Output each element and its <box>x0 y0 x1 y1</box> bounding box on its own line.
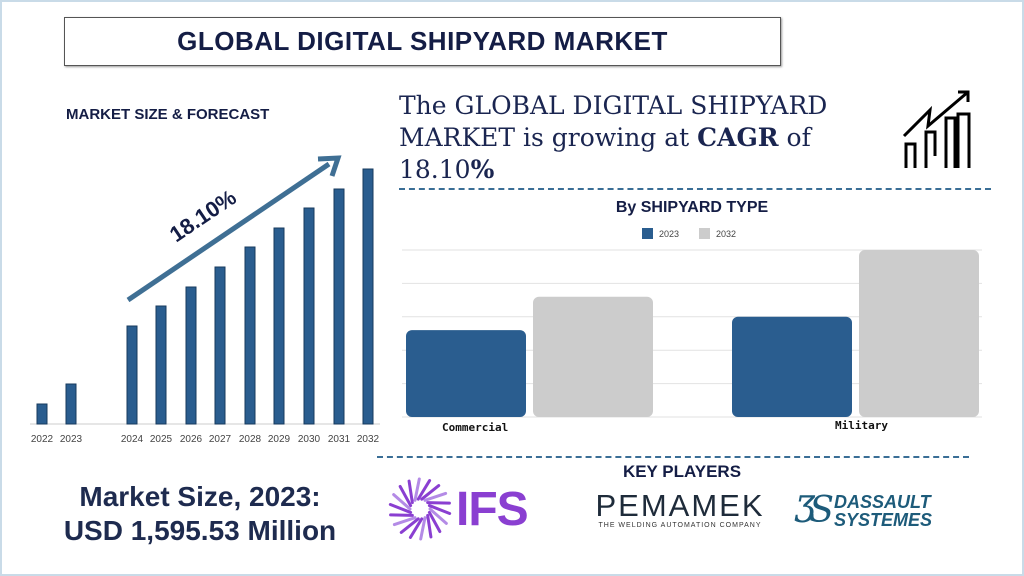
ds-mark-icon: ƷS <box>795 490 834 531</box>
divider <box>399 188 991 190</box>
legend-item: 2032 <box>699 228 736 239</box>
cagr-percent: % <box>470 155 495 184</box>
legend-label: 2023 <box>659 228 680 239</box>
x-tick-label: 2030 <box>297 434 321 445</box>
category-label: Military <box>835 419 888 432</box>
shipyard-type-chart <box>402 249 982 418</box>
x-tick-label: 2029 <box>267 434 291 445</box>
ifs-burst-icon <box>388 477 452 541</box>
x-tick-label: 2024 <box>120 434 144 445</box>
dassault-logo: ƷS DASSAULT SYSTEMES <box>795 490 933 531</box>
bar-military-2023 <box>732 316 852 417</box>
pemamek-logo: PEMAMEK THE WELDING AUTOMATION COMPANY <box>595 488 765 530</box>
cagr-word: CAGR <box>697 123 779 152</box>
legend-swatch <box>642 228 653 239</box>
x-tick-label: 2028 <box>238 434 262 445</box>
bar-2022 <box>36 403 48 425</box>
bar-2023 <box>65 383 77 425</box>
x-tick-label: 2022 <box>30 434 54 445</box>
growth-arrow-label: 18.10% <box>165 185 241 247</box>
x-tick-label: 2026 <box>179 434 203 445</box>
chart-title: By SHIPYARD TYPE <box>615 199 769 216</box>
x-tick-label: 2032 <box>356 434 380 445</box>
cagr-value: 18.10 <box>399 155 471 184</box>
headline-text: The GLOBAL DIGITAL SHIPYARD MARKET is gr… <box>399 91 828 152</box>
bar-2024 <box>126 325 138 425</box>
bar-2029 <box>273 227 285 425</box>
x-tick-label: 2023 <box>59 434 83 445</box>
legend-label: 2032 <box>716 228 737 239</box>
headline-of: of <box>778 123 811 152</box>
bar-2025 <box>155 305 167 425</box>
x-tick-label: 2031 <box>327 434 351 445</box>
market-size-value: USD 1,595.53 Million <box>63 515 337 546</box>
key-players-heading: KEY PLAYERS <box>622 462 742 481</box>
bar-2026 <box>185 286 197 425</box>
x-tick-label: 2025 <box>149 434 173 445</box>
growth-chart-icon <box>902 90 971 168</box>
cagr-headline: The GLOBAL DIGITAL SHIPYARD MARKET is gr… <box>399 90 879 186</box>
arrow-head-icon <box>317 155 342 177</box>
bar-2030 <box>303 207 315 425</box>
bar-commercial-2023 <box>406 330 526 417</box>
x-tick-label: 2027 <box>208 434 232 445</box>
forecast-bar-chart: 18.10% <box>30 155 380 425</box>
legend-item: 2023 <box>642 228 679 239</box>
forecast-heading: MARKET SIZE & FORECAST <box>66 106 270 123</box>
market-size: Market Size, 2023: USD 1,595.53 Million <box>30 480 370 548</box>
bar-2032 <box>362 168 374 425</box>
growth-arrow <box>126 161 331 303</box>
category-label: Commercial <box>442 421 509 434</box>
legend-swatch <box>699 228 710 239</box>
bar-2027 <box>214 266 226 425</box>
bar-2028 <box>244 246 256 425</box>
divider <box>377 456 969 458</box>
ifs-logo: IFS <box>388 474 558 544</box>
bar-commercial-2032 <box>533 296 653 417</box>
bar-2031 <box>333 188 345 425</box>
market-size-label: Market Size, 2023: <box>79 481 321 512</box>
bar-military-2032 <box>859 250 979 417</box>
page-title: GLOBAL DIGITAL SHIPYARD MARKET <box>64 17 781 66</box>
